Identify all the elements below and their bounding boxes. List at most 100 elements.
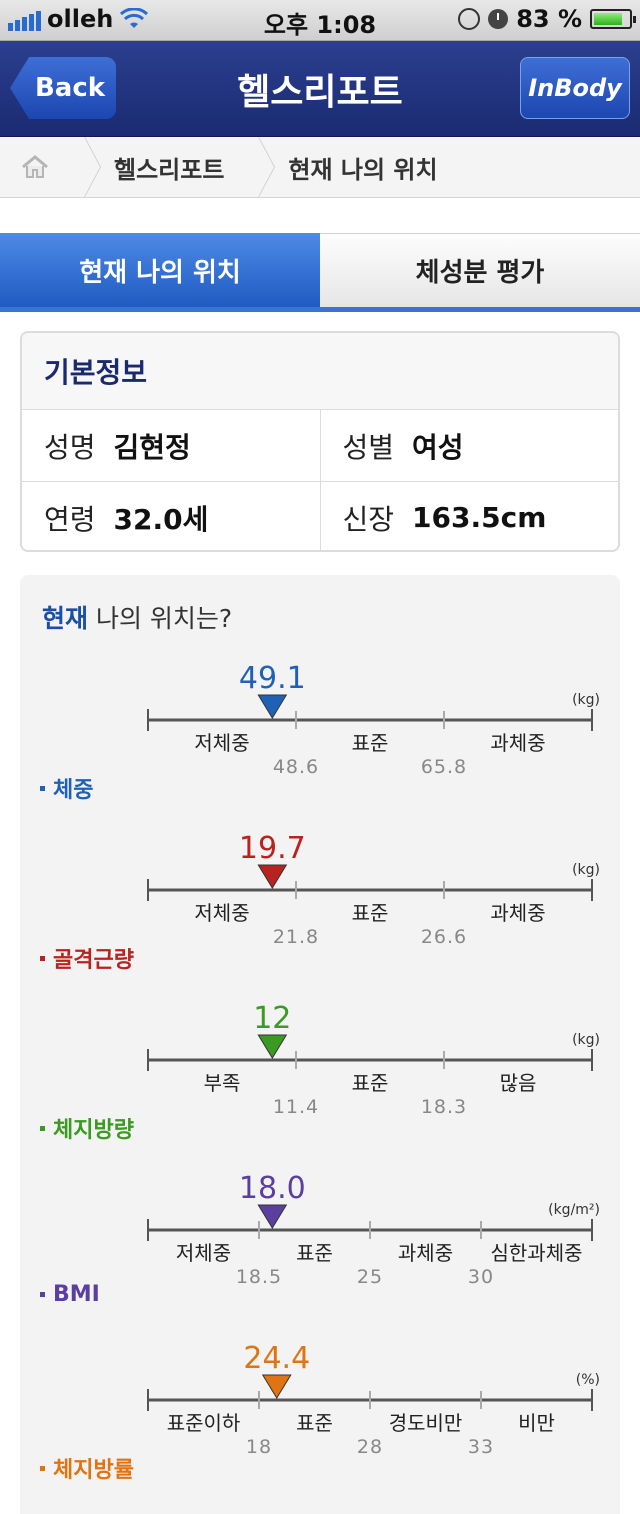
breadcrumb: 헬스리포트 현재 나의 위치 [0,137,640,198]
battery-percent: 83 % [516,5,582,33]
metric-label: 골격근량 [40,942,134,974]
threshold-label: 26.6 [421,926,467,945]
home-icon[interactable] [0,154,70,180]
metric-label: 체중 [40,772,93,804]
position-panel: 현재 나의 위치는? 체중 48.6 65.8 저체중 표준 과체중 (kg) 49.1 골격근… [20,575,620,1514]
zone-label: 표준 [296,1241,333,1265]
position-title-highlight: 현재 [42,604,89,633]
metric-name: 체중 [53,778,94,803]
metric-label: 체지방량 [40,1112,134,1144]
info-cell-name: 성명 김현정 [22,410,320,481]
value-marker [257,1034,288,1059]
info-key: 신장 [342,502,395,536]
zone-label: 표준 [296,1411,333,1435]
zone-label: 표준 [352,901,389,925]
scale-chart: 11.4 18.3 부족 표준 많음 (kg) 12 [147,1001,600,1115]
tab-bar: 현재 나의 위치 체성분 평가 [0,233,640,312]
bullet-icon [40,1465,45,1471]
info-key: 성별 [342,430,395,464]
zone-label: 많음 [500,1071,537,1095]
info-cell-gender: 성별 여성 [319,410,619,481]
threshold-label: 21.8 [273,926,319,945]
zone-label: 과체중 [490,901,545,925]
zone-label: 심한과체중 [491,1241,583,1265]
value-label: 24.4 [243,1341,310,1376]
tab-body-composition[interactable]: 체성분 평가 [320,233,640,307]
value-marker [257,1204,288,1229]
status-bar: olleh 오후 1:08 83 % [0,0,640,41]
metric-row: 골격근량 21.8 26.6 저체중 표준 과체중 (kg) 19.7 [20,815,620,975]
threshold-label: 30 [468,1266,494,1285]
value-marker [257,694,288,719]
breadcrumb-item-current-position: 현재 나의 위치 [288,155,438,184]
threshold-label: 11.4 [273,1096,319,1115]
info-value: 32.0세 [113,502,209,536]
tab-current-position[interactable]: 현재 나의 위치 [0,233,320,307]
info-cell-age: 연령 32.0세 [22,482,320,550]
scale-chart: 48.6 65.8 저체중 표준 과체중 (kg) 49.1 [147,661,600,775]
rotation-lock-icon [458,8,481,30]
unit-label: (%) [576,1372,600,1388]
metric-label: BMI [40,1282,100,1307]
metric-row: 체지방량 11.4 18.3 부족 표준 많음 (kg) 12 [20,985,620,1145]
page-title: 헬스리포트 [237,72,403,113]
value-label: 12 [253,1001,291,1036]
zone-label: 저체중 [176,1241,231,1265]
nav-bar: Back 헬스리포트 InBody [0,41,640,137]
bullet-icon [40,955,45,961]
threshold-label: 48.6 [273,756,319,775]
info-value: 여성 [412,430,464,464]
status-time: 오후 1:08 [263,11,377,39]
zone-label: 경도비만 [389,1411,463,1435]
unit-label: (kg) [572,1032,600,1048]
threshold-label: 18 [246,1436,272,1455]
basic-info-card: 기본정보 성명 김현정 성별 여성 연령 32.0세 신장 163.5cm [20,331,620,552]
value-marker [257,864,288,889]
value-label: 18.0 [239,1171,306,1206]
zone-label: 비만 [518,1411,555,1435]
unit-label: (kg) [572,692,600,708]
metric-name: 체지방량 [53,1118,134,1143]
zone-label: 저체중 [194,731,249,755]
threshold-label: 18.5 [236,1266,282,1285]
zone-label: 표준 [352,1071,389,1095]
status-left: olleh [8,5,149,33]
info-cell-height: 신장 163.5cm [319,482,619,550]
info-row: 연령 32.0세 신장 163.5cm [22,482,619,550]
zone-label: 표준이하 [167,1411,241,1435]
bullet-icon [40,1292,45,1297]
info-value: 김현정 [113,430,191,464]
metric-row: 체중 48.6 65.8 저체중 표준 과체중 (kg) 49.1 [20,645,620,805]
threshold-label: 33 [468,1436,494,1455]
status-right: 83 % [458,5,636,33]
scale-chart: 21.8 26.6 저체중 표준 과체중 (kg) 19.7 [147,831,600,945]
battery-icon [590,9,636,29]
position-title-rest: 나의 위치는? [88,604,233,633]
position-title: 현재 나의 위치는? [42,599,232,635]
threshold-label: 65.8 [421,756,467,775]
back-button[interactable]: Back [10,57,116,119]
info-key: 성명 [44,430,96,464]
basic-info-title: 기본정보 [22,333,618,410]
zone-label: 과체중 [398,1241,453,1265]
metric-label: 체지방률 [40,1452,134,1484]
bullet-icon [40,1125,45,1131]
metric-name: BMI [53,1282,100,1307]
value-label: 49.1 [239,661,306,696]
carrier-name: olleh [47,5,114,33]
breadcrumb-separator [244,137,268,197]
signal-icon [8,7,41,31]
bullet-icon [40,785,45,791]
metric-row: 체지방률 18 28 33 표준이하 표준 경도비만 비만 (%) 24.4 [20,1325,620,1485]
threshold-label: 25 [357,1266,383,1285]
breadcrumb-item-health-report[interactable]: 헬스리포트 [114,155,225,184]
inbody-logo-button[interactable]: InBody [520,57,630,119]
scale-chart: 18.5 25 30 저체중 표준 과체중 심한과체중 (kg/m²) 18.0 [147,1171,600,1285]
threshold-label: 18.3 [421,1096,467,1115]
info-key: 연령 [44,502,96,536]
zone-label: 저체중 [194,901,249,925]
info-value: 163.5cm [412,501,547,534]
scale-chart: 18 28 33 표준이하 표준 경도비만 비만 (%) 24.4 [147,1341,600,1455]
zone-label: 과체중 [490,731,545,755]
metric-row: BMI 18.5 25 30 저체중 표준 과체중 심한과체중 (kg/m²) 18.0 [20,1155,620,1315]
